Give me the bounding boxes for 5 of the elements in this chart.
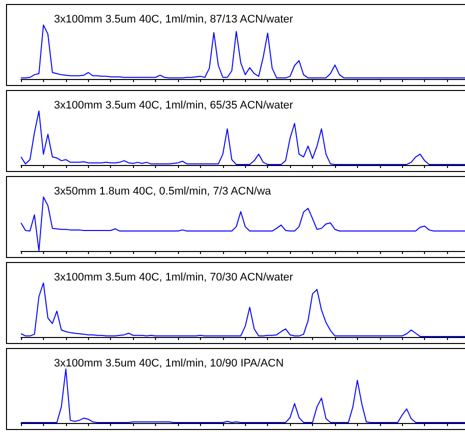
- chart-title: 3x100mm 3.5um 40C, 1ml/min, 70/30 ACN/water: [54, 272, 294, 284]
- chart-title: 3x100mm 3.5um 40C, 1ml/min, 87/13 ACN/water: [54, 14, 294, 26]
- chart-title: 3x100mm 3.5um 40C, 1ml/min, 65/35 ACN/water: [54, 100, 294, 112]
- chart-title: 3x100mm 3.5um 40C, 1ml/min, 10/90 IPA/ACN: [54, 358, 284, 370]
- chart-title: 3x50mm 1.8um 40C, 0.5ml/min, 7/3 ACN/wa: [54, 186, 272, 198]
